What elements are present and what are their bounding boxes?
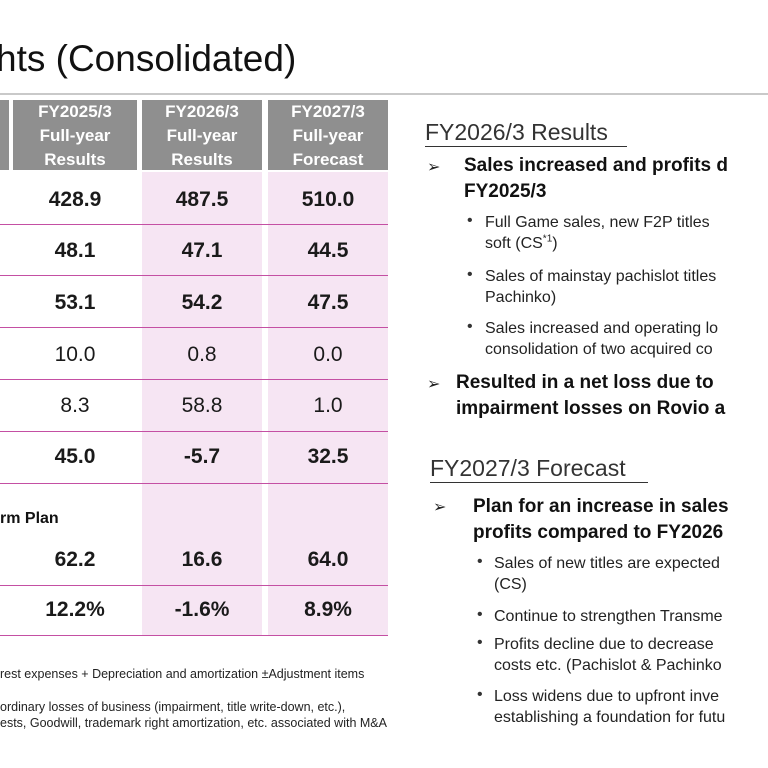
dot-bullet-icon: • [467,318,473,335]
table-cell: 8.9% [304,598,352,621]
column-header-fy2026: FY2026/3 Full-year Results [142,100,262,170]
table-cell: 16.6 [181,548,223,571]
table-cell: 47.5 [307,291,349,314]
row-divider [0,635,388,636]
dot-bullet-icon: • [467,266,473,283]
title-divider [0,93,768,95]
results-sub-bullet-1: Full Game sales, new F2P titles soft (CS… [485,214,710,252]
table-cell: 428.9 [48,188,102,211]
column-header-fy2027: FY2027/3 Full-year Forecast [268,100,388,170]
table-cell: -5.7 [183,445,221,468]
forecast-heading-underline [430,482,648,483]
row-divider [0,379,388,380]
forecast-sub-bullet-1: Sales of new titles are expected (CS) [494,555,720,593]
column-header-fy2025: FY2025/3 Full-year Results [13,100,137,170]
forecast-bullet-1: Plan for an increase in sales profits co… [473,496,729,543]
dot-bullet-icon: • [477,606,483,623]
table-cell: 64.0 [307,548,349,571]
row-divider [0,224,388,225]
dot-bullet-icon: • [477,553,483,570]
forecast-heading: FY2027/3 Forecast [430,455,626,481]
table-cell: 1.0 [313,394,343,417]
table-cell: 62.2 [54,548,96,571]
table-cell: 54.2 [181,291,223,314]
results-bullet-1: Sales increased and profits d FY2025/3 [464,155,728,202]
fy2026-column-background [142,172,262,636]
table-cell: 45.0 [54,445,96,468]
table-cell: 47.1 [181,239,223,262]
footnote: rest expenses + Depreciation and amortiz… [0,667,365,681]
table-cell: 58.8 [181,394,223,417]
table-cell: 510.0 [301,188,355,211]
row-divider [0,431,388,432]
table-cell: 44.5 [307,239,349,262]
table-cell: -1.6% [174,598,230,621]
forecast-sub-bullet-4: Loss widens due to upfront inve establis… [494,688,726,726]
page-title: hts (Consolidated) [0,38,297,79]
arrow-bullet-icon: ➢ [427,376,441,393]
footnote: ordinary losses of business (impairment,… [0,700,346,714]
row-divider [0,585,388,586]
results-heading: FY2026/3 Results [425,119,608,145]
results-sub-bullet-2: Sales of mainstay pachislot titles Pachi… [485,268,717,306]
results-heading-underline [425,146,627,147]
footnote: ests, Goodwill, trademark right amortiza… [0,716,387,730]
fy2027-column-background [268,172,388,636]
arrow-bullet-icon: ➢ [433,499,447,516]
table-cell: 0.8 [187,343,217,366]
column-header-stub [0,100,9,170]
table-cell: 487.5 [175,188,229,211]
results-bullet-2: Resulted in a net loss due to impairment… [456,372,726,419]
table-cell: 0.0 [313,343,343,366]
table-cell: 8.3 [60,394,90,417]
row-divider [0,275,388,276]
row-divider [0,483,388,484]
arrow-bullet-icon: ➢ [427,159,441,176]
plan-section-label: rm Plan [0,510,59,527]
table-cell: 10.0 [54,343,96,366]
dot-bullet-icon: • [467,212,473,229]
table-cell: 53.1 [54,291,96,314]
results-sub-bullet-3: Sales increased and operating lo consoli… [485,320,719,358]
table-cell: 12.2% [45,598,105,621]
table-cell: 48.1 [54,239,96,262]
table-cell: 32.5 [307,445,349,468]
forecast-sub-bullet-3: Profits decline due to decrease costs et… [494,636,722,674]
dot-bullet-icon: • [477,634,483,651]
dot-bullet-icon: • [477,686,483,703]
forecast-sub-bullet-2: Continue to strengthen Transme [494,608,723,625]
row-divider [0,327,388,328]
